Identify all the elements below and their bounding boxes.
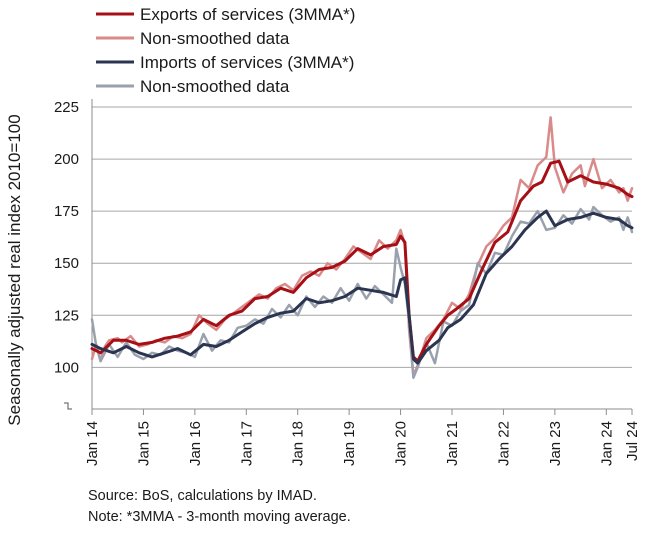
y-tick-label: 150 (54, 255, 79, 272)
series-line-2 (90, 209, 634, 365)
series-layer (90, 116, 634, 380)
axis-break-mark (64, 402, 72, 410)
x-tick-label: Jan 22 (495, 421, 512, 466)
x-tick-label: Jan 20 (393, 421, 410, 466)
axis-layer: 100 125 150 175 200 225 Jan 14 Jan 15 Jan 16 Jan … (54, 99, 641, 466)
x-tick-label: Jan 15 (135, 421, 152, 466)
legend-label-2: Imports of services (3MMA*) (140, 53, 354, 72)
series-line-0 (90, 159, 634, 363)
x-tick-label: Jan 19 (341, 421, 358, 466)
grid-layer (92, 106, 632, 368)
legend-label-0: Exports of services (3MMA*) (140, 5, 355, 24)
y-tick-label: 200 (54, 151, 79, 168)
x-tick-label: Jan 14 (84, 421, 101, 466)
x-tick-label: Jan 17 (238, 421, 255, 466)
legend-label-3: Non-smoothed data (140, 77, 290, 96)
abbreviation-note: Note: *3MMA - 3-month moving average. (88, 509, 351, 525)
x-tick-label: Jan 16 (187, 421, 204, 466)
y-tick-label: 175 (54, 203, 79, 220)
series-line-3 (90, 205, 634, 380)
x-tick-label: Jan 23 (547, 421, 564, 466)
y-tick-label: 100 (54, 359, 79, 376)
x-tick-label: Jul 24 (624, 421, 641, 461)
x-tick-label: Jan 21 (444, 421, 461, 466)
y-axis-title: Seasonally adjusted real index 2010=100 (5, 114, 24, 425)
x-tick-label: Jan 18 (290, 421, 307, 466)
x-tick-label: Jan 24 (598, 421, 615, 466)
source-note: Source: BoS, calculations by IMAD. (88, 488, 317, 504)
y-tick-label: 225 (54, 99, 79, 116)
legend: Exports of services (3MMA*) Non-smoothed … (96, 5, 355, 96)
legend-label-1: Non-smoothed data (140, 29, 290, 48)
y-tick-label: 125 (54, 307, 79, 324)
